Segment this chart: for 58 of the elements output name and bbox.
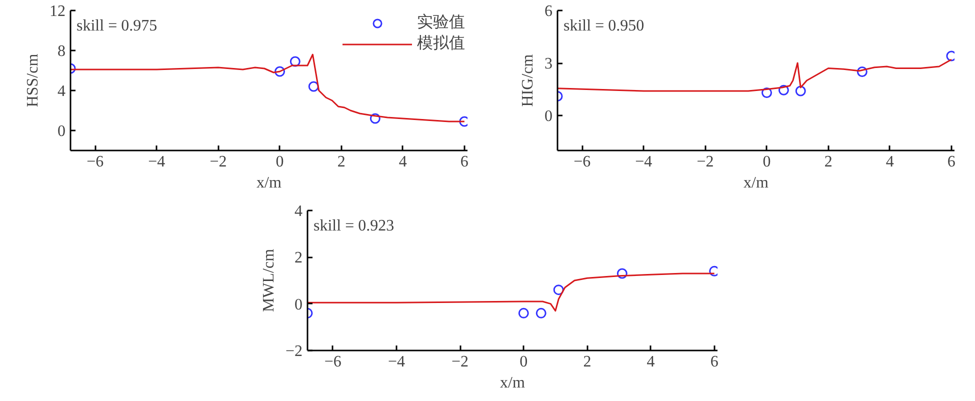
x-tick-label: −6 bbox=[86, 154, 104, 170]
x-tick-label: 4 bbox=[646, 354, 655, 370]
point bbox=[795, 86, 806, 96]
line-series bbox=[308, 272, 716, 312]
y-tick-label: 2 bbox=[294, 250, 302, 267]
legend-label: 模拟值 bbox=[417, 34, 465, 54]
x-tick-label: −6 bbox=[324, 354, 342, 370]
point bbox=[518, 308, 529, 318]
x-tick-label: 6 bbox=[947, 154, 956, 170]
y-axis-title: HIG/cm bbox=[520, 54, 536, 107]
x-tick-label: −4 bbox=[388, 354, 406, 370]
x-tick-label: 2 bbox=[824, 154, 832, 170]
y-tick-label: 6 bbox=[544, 3, 552, 20]
point bbox=[536, 308, 546, 318]
point bbox=[274, 66, 286, 77]
x-tick-label: −2 bbox=[696, 154, 714, 170]
y-tick-label: 12 bbox=[50, 3, 66, 20]
x-tick-label: 0 bbox=[520, 354, 528, 370]
y-tick-label: 0 bbox=[58, 123, 66, 140]
point bbox=[856, 66, 868, 77]
point bbox=[553, 284, 564, 296]
point bbox=[616, 268, 628, 279]
y-tick-label: 3 bbox=[544, 56, 552, 72]
y-axis-title: HSS/cm bbox=[24, 53, 42, 108]
legend-label: 实验值 bbox=[417, 12, 465, 33]
point bbox=[370, 113, 380, 124]
x-tick-label: −6 bbox=[574, 154, 591, 170]
x-tick-label: 6 bbox=[710, 354, 718, 370]
x-tick-label: 2 bbox=[583, 354, 592, 370]
x-tick-label: −4 bbox=[148, 154, 166, 170]
x-tick-label: 4 bbox=[886, 154, 894, 170]
x-tick-label: 4 bbox=[398, 154, 407, 170]
point bbox=[762, 88, 772, 98]
annotation: skill = 0.923 bbox=[314, 218, 394, 234]
x-axis-title: x/m bbox=[256, 174, 282, 192]
y-tick-label: 0 bbox=[294, 296, 302, 314]
y-tick-label: −2 bbox=[285, 343, 303, 360]
x-axis-title: x/m bbox=[500, 374, 526, 392]
x-tick-label: 0 bbox=[762, 154, 771, 170]
x-axis-title: x/m bbox=[744, 174, 769, 192]
y-tick-label: 4 bbox=[58, 83, 66, 100]
x-tick-label: 6 bbox=[460, 154, 468, 170]
line-series bbox=[70, 54, 466, 122]
x-tick-label: 2 bbox=[337, 154, 346, 170]
x-tick-label: −4 bbox=[635, 154, 652, 170]
x-tick-label: 0 bbox=[276, 154, 284, 170]
y-tick-label: 8 bbox=[58, 43, 66, 60]
point bbox=[308, 81, 319, 92]
y-axis-title: MWL/cm bbox=[260, 248, 278, 312]
annotation: skill = 0.950 bbox=[564, 18, 644, 34]
point bbox=[290, 56, 300, 67]
x-tick-label: −2 bbox=[452, 354, 469, 370]
y-tick-label: 0 bbox=[544, 108, 552, 125]
annotation: skill = 0.975 bbox=[76, 18, 158, 34]
y-tick-label: 4 bbox=[294, 203, 302, 220]
point bbox=[778, 84, 789, 96]
x-tick-label: −2 bbox=[210, 154, 227, 170]
line-series bbox=[558, 58, 952, 92]
